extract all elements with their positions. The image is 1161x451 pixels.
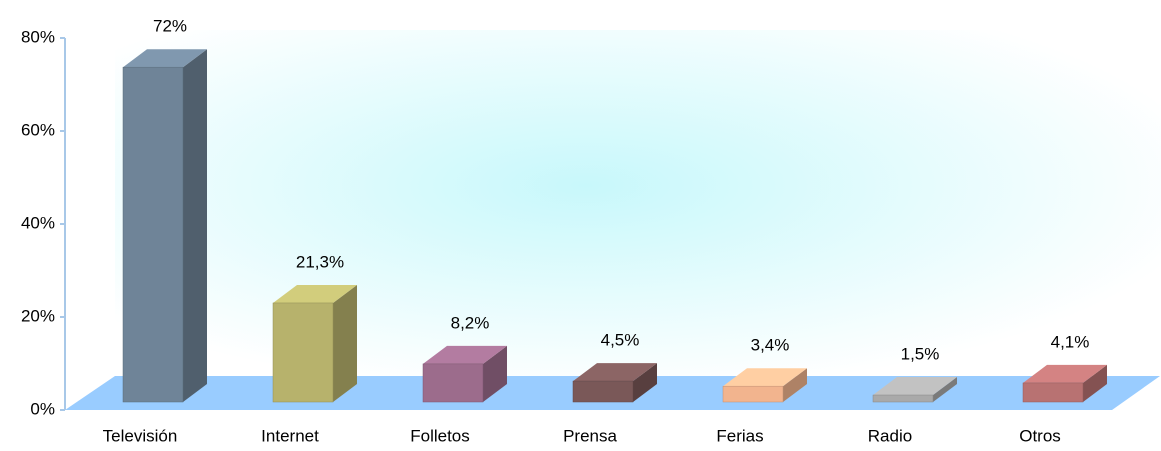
- value-label: 4,1%: [1051, 332, 1090, 351]
- x-tick-label: Otros: [1019, 426, 1061, 445]
- y-tick-label: 0%: [30, 399, 55, 418]
- bar-side: [783, 368, 807, 402]
- bar: [572, 380, 634, 403]
- y-tick-label: 80%: [21, 27, 55, 46]
- bar-side: [933, 377, 957, 402]
- bar-side: [183, 49, 207, 402]
- value-label: 8,2%: [451, 313, 490, 332]
- bar-top: [873, 377, 957, 396]
- bar-top: [723, 368, 807, 387]
- value-label: 3,4%: [751, 336, 790, 355]
- plot-background: [115, 30, 1161, 376]
- bar: [422, 363, 484, 403]
- bar: [122, 66, 184, 403]
- x-tick-label: Folletos: [410, 426, 470, 445]
- x-tick-label: Prensa: [563, 426, 617, 445]
- bar-side: [333, 284, 357, 402]
- bar: [272, 302, 334, 403]
- bar-side: [633, 363, 657, 402]
- bar-top: [273, 284, 357, 303]
- x-tick-label: Televisión: [103, 426, 178, 445]
- value-label: 21,3%: [296, 252, 344, 271]
- y-tick-label: 60%: [21, 120, 55, 139]
- y-tick-label: 20%: [21, 306, 55, 325]
- bar-top: [573, 363, 657, 382]
- bar-top: [123, 49, 207, 68]
- x-tick-label: Internet: [261, 426, 319, 445]
- value-label: 4,5%: [601, 331, 640, 350]
- bar-top: [423, 345, 507, 364]
- bar-top: [1023, 364, 1107, 383]
- value-label: 72%: [153, 17, 187, 36]
- bar-side: [1083, 364, 1107, 402]
- bar: [722, 385, 784, 403]
- bar: [872, 394, 934, 403]
- y-tick-label: 40%: [21, 213, 55, 232]
- value-label: 1,5%: [901, 345, 940, 364]
- x-tick-label: Ferias: [716, 426, 763, 445]
- bar: [1022, 382, 1084, 403]
- bar-side: [483, 345, 507, 402]
- x-tick-label: Radio: [868, 426, 912, 445]
